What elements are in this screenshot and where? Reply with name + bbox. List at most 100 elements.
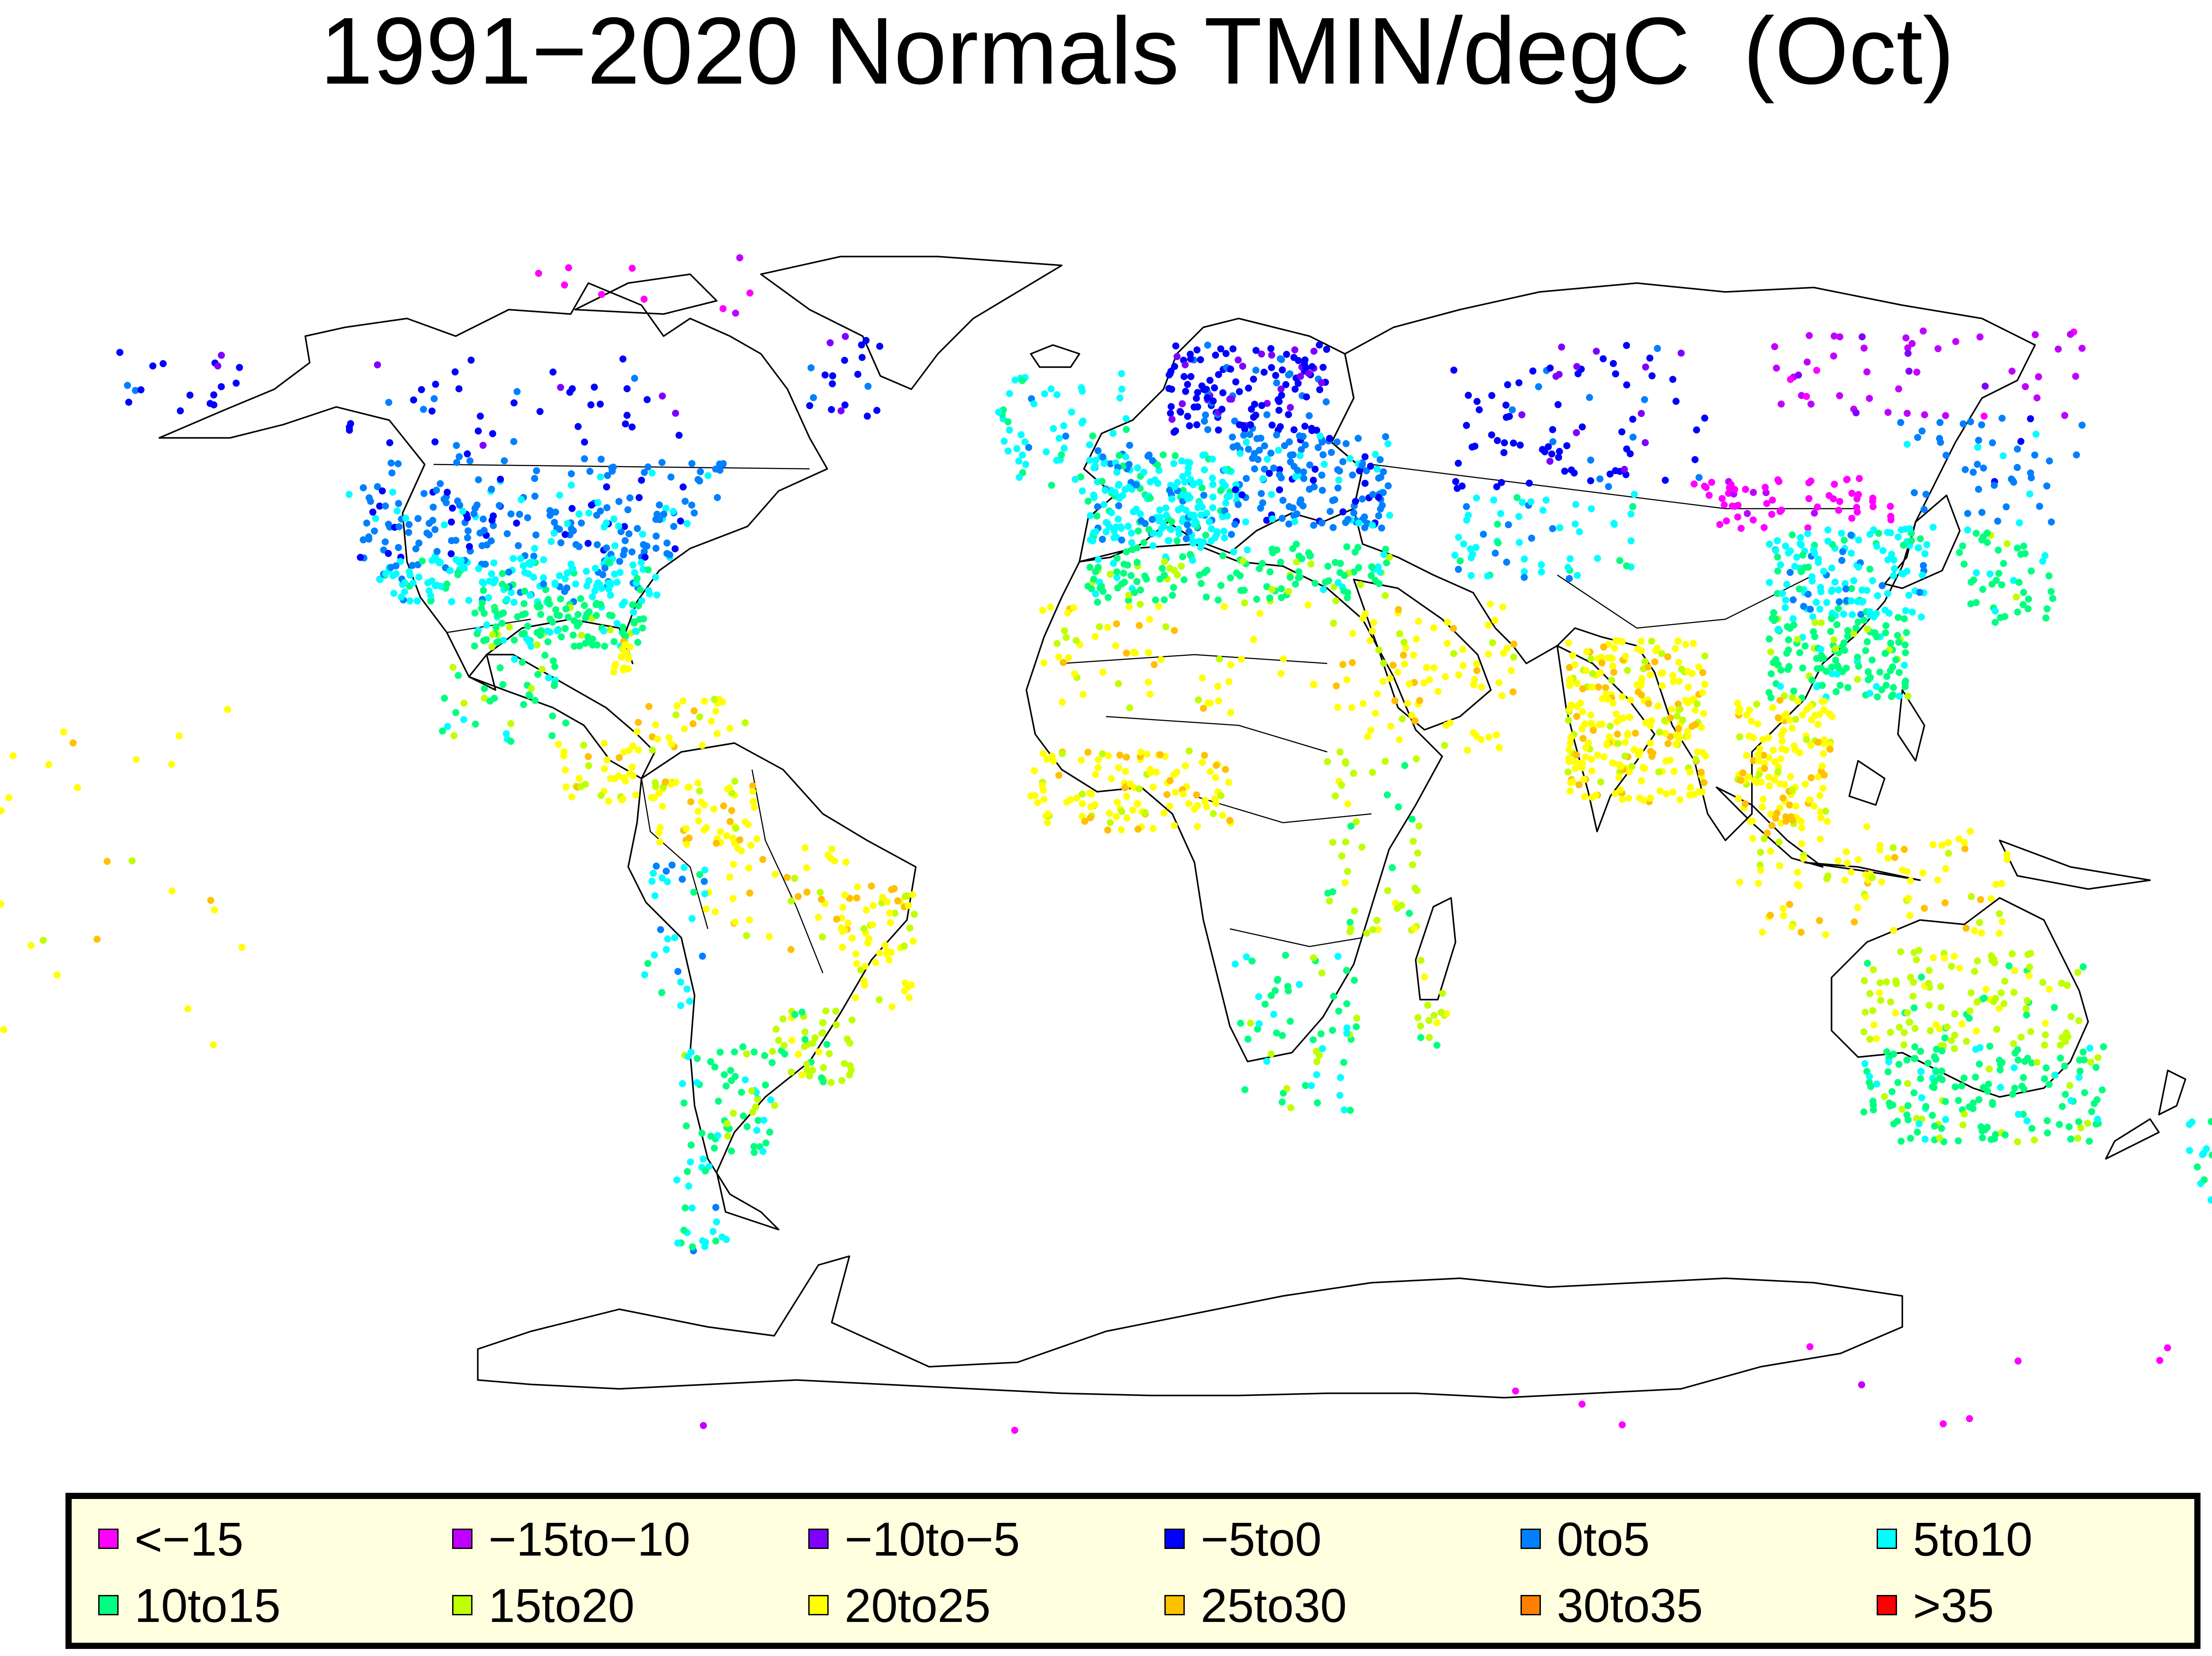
station-point [1848, 490, 1855, 497]
station-point [1251, 400, 1258, 408]
station-point [1414, 849, 1421, 857]
station-point [1961, 839, 1968, 846]
station-point [1081, 817, 1088, 825]
station-point [2000, 1000, 2008, 1008]
station-point [522, 610, 529, 617]
station-point [1334, 953, 1342, 960]
station-point [1997, 1066, 2004, 1073]
station-point [1339, 508, 1347, 516]
station-point [1160, 596, 1168, 603]
station-point [1084, 748, 1092, 756]
station-point [1571, 520, 1579, 528]
station-point [2093, 1096, 2101, 1104]
station-point [1786, 569, 1794, 576]
station-point [1734, 699, 1741, 707]
station-point [1863, 1068, 1870, 1075]
station-point [1648, 637, 1655, 645]
station-point [1306, 412, 1313, 419]
station-point [1283, 351, 1290, 358]
station-point [540, 556, 547, 564]
station-point [2039, 979, 2047, 986]
station-point [1077, 473, 1084, 481]
station-point [1608, 677, 1615, 684]
station-point [787, 946, 795, 953]
station-point [1203, 567, 1211, 574]
station-point [1535, 383, 1542, 391]
station-point [577, 783, 584, 790]
station-point [754, 1117, 762, 1124]
station-point [2042, 614, 2050, 622]
station-point [431, 526, 439, 533]
station-point [1624, 667, 1631, 674]
station-point [723, 832, 730, 840]
station-point [1473, 667, 1481, 675]
station-point [1104, 594, 1112, 601]
station-point [1187, 511, 1194, 519]
station-point [1864, 668, 1872, 675]
station-point [1266, 568, 1274, 575]
station-point [1485, 621, 1492, 629]
station-point [639, 530, 646, 538]
station-point [177, 407, 184, 414]
station-point [1268, 422, 1276, 429]
station-point [1185, 747, 1193, 755]
station-point [1678, 349, 1685, 357]
station-point [1763, 829, 1771, 837]
station-point [906, 994, 913, 1001]
station-point [1815, 773, 1822, 781]
station-point [1227, 709, 1234, 717]
station-point [27, 942, 35, 949]
station-point [604, 472, 611, 479]
station-point [1948, 962, 1955, 970]
station-point [1383, 791, 1391, 799]
station-point [1615, 774, 1623, 781]
station-point [1451, 552, 1459, 559]
station-point [1376, 568, 1384, 576]
station-point [1996, 930, 2003, 937]
station-point [1774, 714, 1782, 721]
station-point [1111, 489, 1119, 496]
station-point [1967, 579, 1975, 586]
station-point [1951, 1083, 1959, 1091]
station-point [615, 498, 623, 505]
station-point [1699, 669, 1706, 676]
country-borders [433, 464, 1858, 974]
station-point [1248, 957, 1256, 965]
station-point [1824, 817, 1831, 825]
station-point [622, 537, 629, 544]
station-point [610, 464, 617, 471]
station-point [807, 364, 815, 372]
station-point [471, 505, 479, 512]
station-point [747, 842, 755, 849]
coast-india [1556, 645, 1655, 832]
station-point [1831, 579, 1839, 586]
station-point [1334, 704, 1341, 711]
station-point [218, 352, 225, 359]
station-point [1411, 717, 1419, 724]
station-point [1279, 514, 1286, 522]
station-point [696, 871, 703, 878]
station-point [655, 790, 663, 797]
station-point [511, 656, 518, 663]
station-point [1866, 565, 1874, 573]
station-point [503, 730, 510, 737]
station-point [1499, 603, 1506, 611]
station-point [1089, 537, 1097, 544]
station-point [2055, 345, 2062, 353]
station-point [2049, 595, 2056, 602]
station-point [448, 518, 455, 526]
station-point [1322, 398, 1330, 406]
station-point [1252, 347, 1260, 354]
station-point [1344, 594, 1351, 602]
station-point [2008, 475, 2015, 483]
station-point [1184, 413, 1191, 420]
station-point [495, 638, 502, 645]
station-point [1918, 427, 1926, 435]
station-point [675, 432, 683, 439]
station-point [1135, 527, 1142, 535]
station-point [1967, 418, 1974, 426]
station-point [639, 625, 646, 632]
station-point [405, 521, 413, 528]
station-point [761, 1052, 768, 1059]
station-point [507, 510, 515, 518]
